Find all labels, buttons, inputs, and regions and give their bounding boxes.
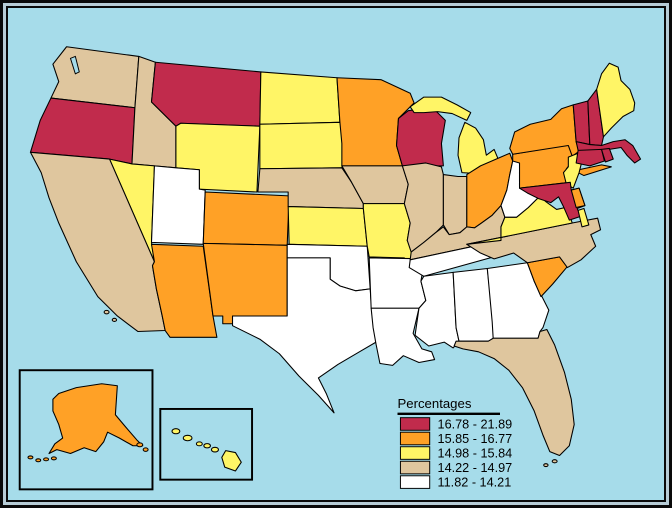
state-hi-big-island xyxy=(221,450,242,472)
state-hi-island xyxy=(210,446,220,453)
state-de xyxy=(570,187,586,209)
state-ct xyxy=(575,148,605,167)
state-va-eastern-shore xyxy=(577,207,590,228)
state-in xyxy=(442,174,468,236)
state-ut xyxy=(150,165,206,245)
legend-label-4: 14.22 - 14.97 xyxy=(438,461,513,475)
state-sd xyxy=(259,121,346,170)
state-wi xyxy=(395,108,446,167)
state-hi-island xyxy=(171,428,181,435)
state-ny-long-island xyxy=(573,164,612,177)
california-channel-islands xyxy=(103,309,110,315)
state-nc xyxy=(466,217,602,269)
florida-keys xyxy=(551,459,558,464)
us-choropleth-map: Percentages 16.78 - 21.89 15.85 - 16.77 … xyxy=(8,8,664,500)
state-nh xyxy=(587,88,605,147)
legend-swatch-2 xyxy=(399,431,431,446)
aleutian-islands xyxy=(43,457,50,462)
legend-swatch-3 xyxy=(399,446,431,460)
legend-title: Percentages xyxy=(398,396,472,411)
florida-keys xyxy=(543,463,549,468)
state-vt xyxy=(572,100,591,146)
state-ri xyxy=(600,147,614,163)
legend-label-5: 11.82 - 14.21 xyxy=(438,475,512,489)
hawaii-inset xyxy=(159,407,254,481)
aleutian-islands xyxy=(50,456,57,461)
alaska-inset xyxy=(18,369,154,491)
state-ks xyxy=(287,206,368,247)
aleutian-islands xyxy=(27,455,34,460)
legend-swatch-5 xyxy=(399,475,431,489)
state-hi-island xyxy=(195,441,203,447)
states-lower48 xyxy=(29,46,642,468)
state-co xyxy=(202,191,290,246)
state-fl xyxy=(453,329,575,456)
alaska-panhandle-islands xyxy=(142,447,149,452)
state-la xyxy=(370,307,436,366)
legend-label-3: 14.98 - 15.84 xyxy=(438,446,513,460)
california-channel-islands xyxy=(111,317,118,322)
state-ms xyxy=(414,271,460,349)
state-nd xyxy=(259,71,341,125)
state-tx xyxy=(231,257,377,414)
aleutian-islands xyxy=(35,458,42,463)
state-hi-island xyxy=(182,434,193,442)
state-nm xyxy=(202,242,288,325)
legend-label-1: 16.78 - 21.89 xyxy=(438,417,513,431)
hawaii-inset-box xyxy=(159,407,254,481)
state-mt xyxy=(150,61,262,127)
map-frame-inner: Percentages 16.78 - 21.89 15.85 - 16.77 … xyxy=(6,6,666,502)
alaska-panhandle-islands xyxy=(136,442,144,448)
legend-swatch-4 xyxy=(399,460,431,475)
legend: Percentages 16.78 - 21.89 15.85 - 16.77 … xyxy=(397,396,513,489)
state-mi-upper xyxy=(409,96,472,121)
puget-sound-water xyxy=(69,55,80,75)
legend-swatch-1 xyxy=(399,417,431,431)
state-hi-island xyxy=(203,443,211,449)
alaska-inset-box xyxy=(18,369,154,491)
legend-label-2: 15.85 - 16.77 xyxy=(438,432,513,446)
state-wa xyxy=(50,46,140,109)
state-me xyxy=(596,62,636,138)
state-ak xyxy=(48,383,144,455)
